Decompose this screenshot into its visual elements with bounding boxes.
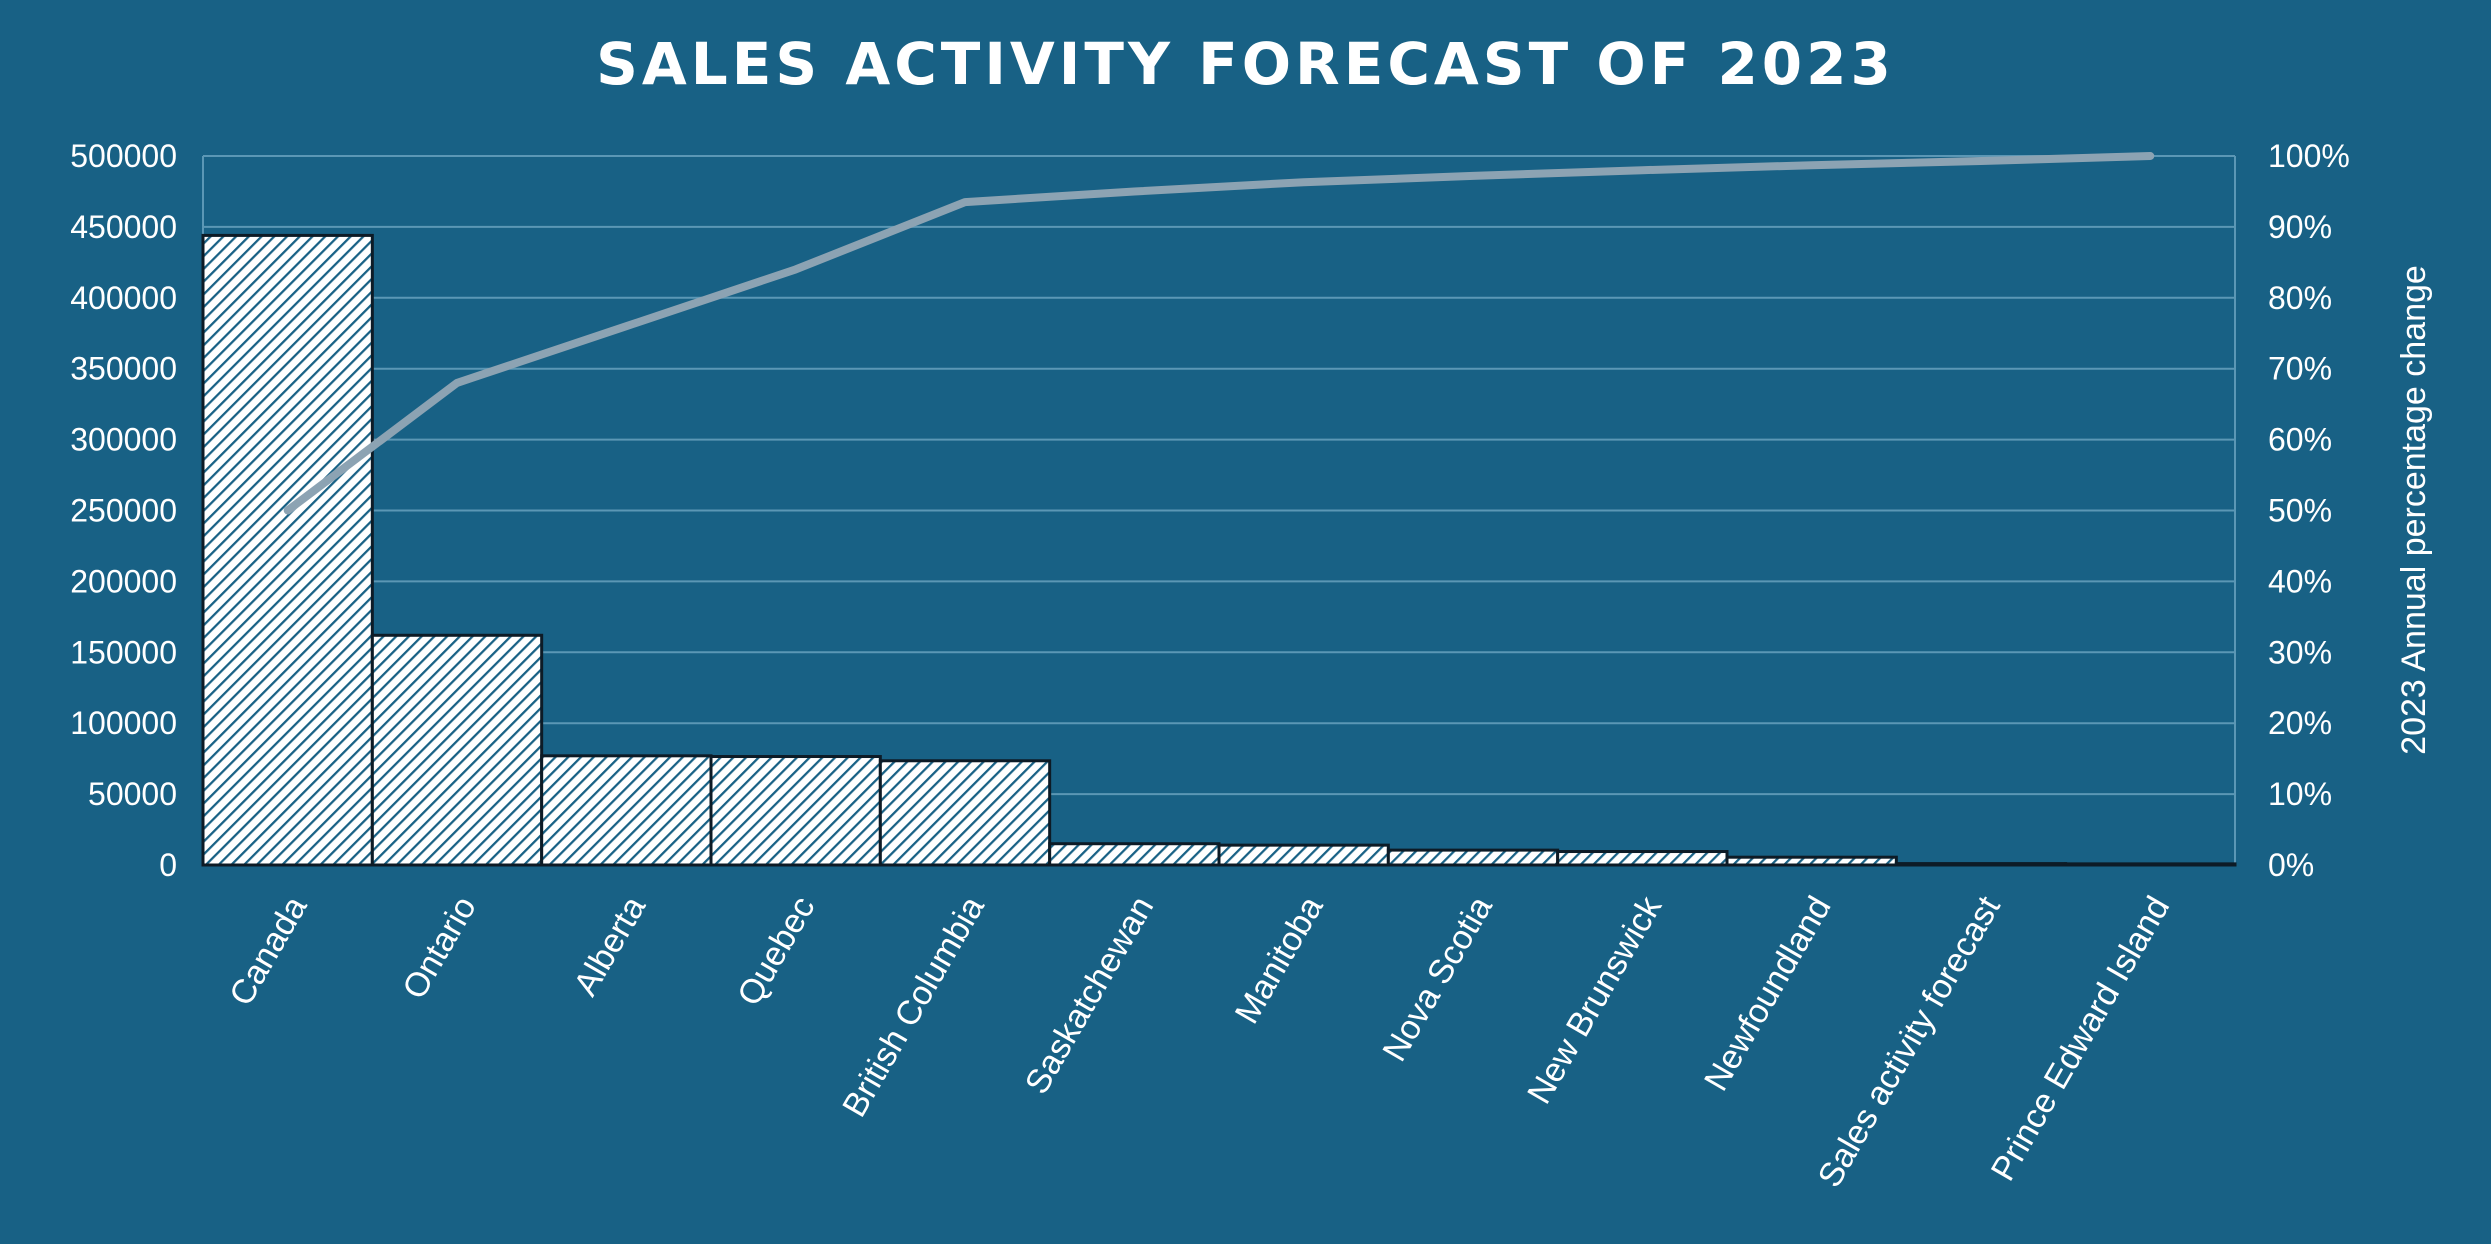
right-tick-label: 80%: [2268, 280, 2332, 316]
left-tick-label: 0: [159, 847, 177, 883]
bar-saskatchewan: [1048, 842, 1221, 867]
bar-new-brunswick: [1556, 850, 1729, 867]
right-tick-label: 30%: [2268, 634, 2332, 670]
category-label: Saskatchewan: [1018, 890, 1161, 1101]
right-tick-label: 90%: [2268, 209, 2332, 245]
cumulative-line: [283, 152, 2155, 515]
right-tick-label: 0%: [2268, 847, 2314, 883]
bar-quebec: [709, 755, 882, 867]
bar-nova-scotia: [1386, 848, 1560, 867]
category-label: Prince Edward Island: [1984, 890, 2178, 1187]
left-tick-label: 450000: [70, 209, 177, 245]
category-label: Ontario: [395, 890, 484, 1006]
bar-canada: [201, 233, 374, 867]
right-tick-label: 40%: [2268, 563, 2332, 599]
left-tick-label: 300000: [70, 422, 177, 458]
category-label: Manitoba: [1228, 890, 1331, 1030]
category-label: New Brunswick: [1520, 889, 1670, 1110]
bar-alberta: [540, 754, 713, 867]
category-label: Sales activity forecast: [1811, 890, 2009, 1194]
left-axis: 0 50000 100000 150000 200000 250000 300000 3500…: [70, 138, 177, 883]
left-tick-label: 200000: [70, 563, 177, 599]
bar-manitoba: [1217, 843, 1390, 867]
right-axis-title: 2023 Annual percentage change: [2395, 265, 2433, 755]
category-label: Newfoundland: [1697, 890, 1839, 1097]
bar-british-columbia: [878, 759, 1052, 867]
category-label: British Columbia: [835, 890, 992, 1123]
left-tick-label: 350000: [70, 351, 177, 387]
left-tick-label: 250000: [70, 493, 177, 529]
right-tick-label: 70%: [2268, 351, 2332, 387]
right-tick-label: 50%: [2268, 493, 2332, 529]
bar-ontario: [370, 633, 544, 867]
right-tick-label: 60%: [2268, 422, 2332, 458]
chart-title: SALES ACTIVITY FORECAST OF 2023: [596, 30, 1895, 98]
x-axis: Canada Ontario Alberta Quebec British Columb…: [222, 889, 2177, 1194]
left-tick-label: 400000: [70, 280, 177, 316]
right-tick-label: 10%: [2268, 776, 2332, 812]
category-label: Nova Scotia: [1375, 890, 1500, 1068]
line-series: [283, 152, 2155, 515]
left-tick-label: 500000: [70, 138, 177, 174]
right-tick-label: 20%: [2268, 705, 2332, 741]
category-label: Canada: [222, 890, 315, 1012]
category-label: Quebec: [730, 890, 822, 1012]
right-tick-label: 100%: [2268, 138, 2350, 174]
left-tick-label: 50000: [88, 776, 177, 812]
category-label: Alberta: [566, 890, 653, 1002]
bar-series: [201, 233, 2237, 867]
left-tick-label: 100000: [70, 705, 177, 741]
right-axis: 0% 10% 20% 30% 40% 50% 60% 70% 80% 90% 100%: [2268, 138, 2350, 883]
left-tick-label: 150000: [70, 634, 177, 670]
